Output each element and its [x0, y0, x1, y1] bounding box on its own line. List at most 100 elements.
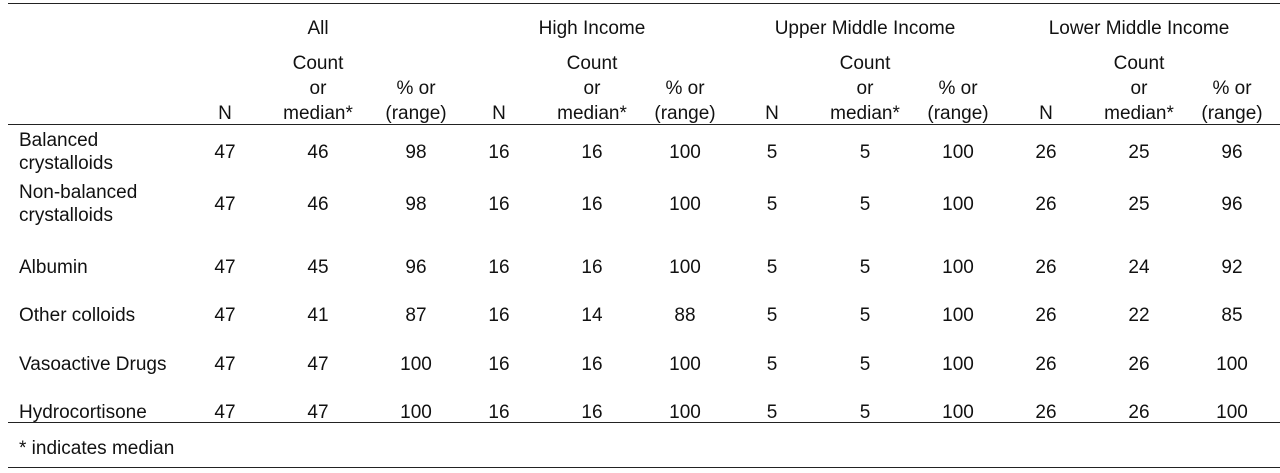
col-header-count-or-median: Count	[1113, 53, 1165, 74]
col-header-percent-or-range: (range)	[385, 103, 447, 124]
row-label: Non-balanced	[19, 182, 138, 203]
table-cell: 46	[307, 194, 329, 215]
table-cell: 100	[669, 142, 701, 163]
col-header-n: N	[765, 103, 779, 124]
table-cell: 26	[1128, 354, 1150, 375]
table-cell: 5	[859, 142, 871, 163]
table-cell: 5	[766, 257, 778, 278]
table-cell: 47	[214, 142, 236, 163]
col-header-count-or-median: median*	[283, 103, 353, 124]
table-cell: 16	[488, 305, 510, 326]
table-cell: 16	[581, 194, 603, 215]
table-cell: 5	[859, 305, 871, 326]
table-cell: 47	[307, 354, 329, 375]
col-header-count-or-median: Count	[839, 53, 891, 74]
col-header-percent-or-range: % or	[396, 78, 436, 99]
col-header-count-or-median: median*	[830, 103, 900, 124]
table-cell: 16	[488, 142, 510, 163]
table-cell: 25	[1128, 194, 1150, 215]
table-cell: 45	[307, 257, 329, 278]
table-cell: 96	[1221, 194, 1243, 215]
table-cell: 47	[214, 354, 236, 375]
table-cell: 100	[1216, 354, 1248, 375]
col-header-count-or-median: median*	[1104, 103, 1174, 124]
table-cell: 26	[1035, 194, 1057, 215]
table-cell: 16	[581, 257, 603, 278]
table-cell: 100	[942, 402, 974, 423]
table-cell: 26	[1035, 257, 1057, 278]
col-header-percent-or-range: % or	[665, 78, 705, 99]
table-cell: 5	[859, 257, 871, 278]
table-cell: 14	[581, 305, 603, 326]
table-cell: 47	[214, 305, 236, 326]
col-header-percent-or-range: % or	[1212, 78, 1252, 99]
table-cell: 85	[1221, 305, 1243, 326]
col-header-count-or-median: or	[583, 78, 601, 99]
table-cell: 16	[488, 194, 510, 215]
col-header-count-or-median: or	[309, 78, 327, 99]
table-cell: 16	[581, 402, 603, 423]
col-header-count-or-median: or	[856, 78, 874, 99]
row-label: Other colloids	[19, 305, 136, 326]
table-cell: 100	[400, 354, 432, 375]
table-cell: 5	[766, 194, 778, 215]
table-cell: 25	[1128, 142, 1150, 163]
table-cell: 5	[766, 305, 778, 326]
group-header-lower-middle-income: Lower Middle Income	[1048, 18, 1230, 39]
footnote: * indicates median	[19, 438, 175, 459]
table-cell: 100	[669, 402, 701, 423]
table-cell: 100	[942, 194, 974, 215]
bottom-rule	[8, 467, 1280, 468]
table-cell: 26	[1128, 402, 1150, 423]
table-cell: 5	[859, 194, 871, 215]
group-header-all: All	[307, 18, 329, 39]
table-cell: 100	[669, 354, 701, 375]
table-cell: 22	[1128, 305, 1150, 326]
table-cell: 16	[581, 142, 603, 163]
col-header-count-or-median: median*	[557, 103, 627, 124]
header-rule	[8, 124, 1280, 125]
row-label: Albumin	[19, 257, 88, 278]
table-cell: 100	[669, 194, 701, 215]
row-label: Hydrocortisone	[19, 402, 147, 423]
table-cell: 100	[1216, 402, 1248, 423]
table-cell: 5	[859, 354, 871, 375]
col-header-count-or-median: Count	[566, 53, 618, 74]
table-cell: 98	[405, 194, 427, 215]
row-label: crystalloids	[19, 153, 113, 174]
table-cell: 47	[307, 402, 329, 423]
table-cell: 5	[766, 142, 778, 163]
col-header-percent-or-range: (range)	[927, 103, 989, 124]
table-cell: 100	[942, 142, 974, 163]
table-cell: 26	[1035, 354, 1057, 375]
col-header-percent-or-range: (range)	[654, 103, 716, 124]
table-cell: 100	[942, 305, 974, 326]
table-cell: 46	[307, 142, 329, 163]
col-header-count-or-median: or	[1130, 78, 1148, 99]
row-label: crystalloids	[19, 205, 113, 226]
table-cell: 92	[1221, 257, 1243, 278]
table-cell: 16	[488, 402, 510, 423]
table-cell: 88	[674, 305, 696, 326]
table-cell: 5	[766, 354, 778, 375]
table-cell: 96	[405, 257, 427, 278]
table-cell: 26	[1035, 402, 1057, 423]
table-cell: 26	[1035, 142, 1057, 163]
top-rule	[8, 3, 1280, 4]
table-cell: 24	[1128, 257, 1150, 278]
col-header-percent-or-range: % or	[938, 78, 978, 99]
table-cell: 96	[1221, 142, 1243, 163]
body-bottom-rule	[8, 422, 1280, 423]
table-cell: 100	[400, 402, 432, 423]
table-cell: 87	[405, 305, 427, 326]
col-header-count-or-median: Count	[292, 53, 344, 74]
table-cell: 47	[214, 402, 236, 423]
col-header-percent-or-range: (range)	[1201, 103, 1263, 124]
col-header-n: N	[1039, 103, 1053, 124]
table-cell: 47	[214, 257, 236, 278]
table-cell: 16	[488, 257, 510, 278]
row-label: Vasoactive Drugs	[19, 354, 167, 375]
table-cell: 5	[859, 402, 871, 423]
group-header-upper-middle-income: Upper Middle Income	[774, 18, 956, 39]
table-cell: 26	[1035, 305, 1057, 326]
